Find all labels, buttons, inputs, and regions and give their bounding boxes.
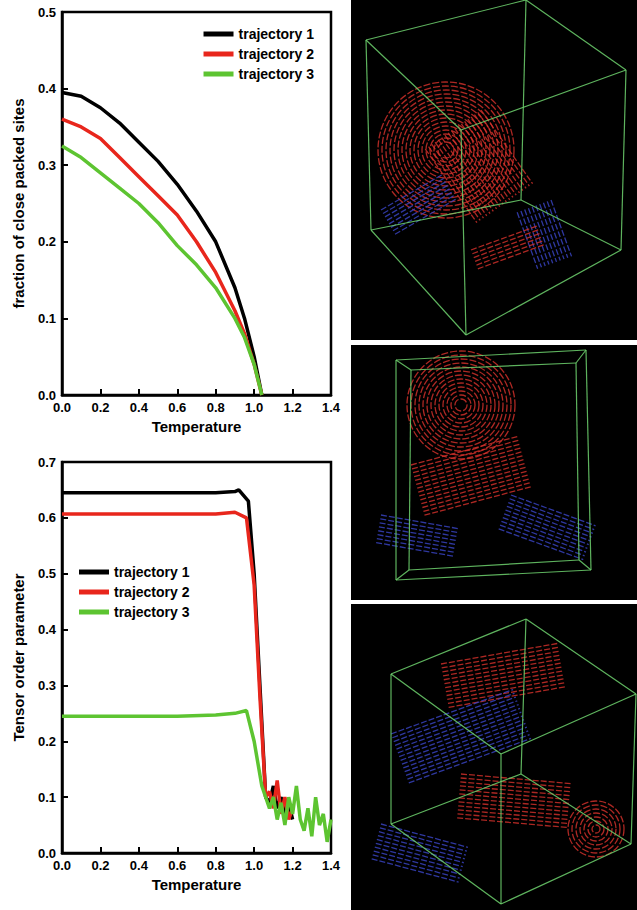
svg-text:0.4: 0.4 — [130, 858, 149, 873]
svg-text:0.0: 0.0 — [37, 387, 56, 403]
svg-text:0.6: 0.6 — [168, 858, 186, 873]
svg-text:0.6: 0.6 — [168, 400, 186, 415]
svg-text:fraction of close packed sites: fraction of close packed sites — [10, 98, 27, 308]
svg-text:1.2: 1.2 — [284, 400, 302, 415]
svg-text:trajectory 2: trajectory 2 — [114, 584, 190, 600]
svg-text:trajectory 1: trajectory 1 — [239, 26, 315, 42]
svg-text:0.7: 0.7 — [38, 455, 56, 470]
svg-text:1.0: 1.0 — [245, 400, 263, 415]
svg-text:trajectory 1: trajectory 1 — [114, 564, 190, 580]
svg-text:0.1: 0.1 — [38, 790, 56, 805]
svg-text:0.5: 0.5 — [38, 566, 56, 581]
svg-text:Temperature: Temperature — [152, 876, 242, 893]
svg-text:0.3: 0.3 — [38, 158, 56, 173]
svg-text:0.4: 0.4 — [38, 622, 57, 637]
svg-text:0.8: 0.8 — [207, 858, 225, 873]
svg-text:trajectory 2: trajectory 2 — [239, 46, 315, 62]
svg-text:Tensor order parameter: Tensor order parameter — [10, 573, 27, 741]
svg-text:0.3: 0.3 — [38, 678, 56, 693]
svg-text:trajectory 3: trajectory 3 — [114, 604, 190, 620]
svg-text:0.6: 0.6 — [38, 510, 56, 525]
svg-text:0.0: 0.0 — [53, 858, 71, 873]
svg-text:0.0: 0.0 — [37, 845, 56, 861]
svg-text:0.1: 0.1 — [38, 311, 56, 326]
svg-text:1.2: 1.2 — [284, 858, 302, 873]
svg-text:0.2: 0.2 — [91, 400, 109, 415]
svg-text:0.0: 0.0 — [53, 400, 71, 415]
svg-text:0.2: 0.2 — [91, 858, 109, 873]
svg-text:Temperature: Temperature — [152, 418, 242, 435]
svg-text:trajectory 3: trajectory 3 — [239, 66, 315, 82]
svg-text:0.5: 0.5 — [38, 5, 56, 20]
svg-text:0.4: 0.4 — [38, 81, 57, 96]
svg-text:1.4: 1.4 — [322, 400, 341, 415]
svg-text:0.2: 0.2 — [38, 234, 56, 249]
svg-text:0.8: 0.8 — [207, 400, 225, 415]
svg-text:0.2: 0.2 — [38, 734, 56, 749]
svg-text:1.4: 1.4 — [322, 858, 341, 873]
svg-text:0.4: 0.4 — [130, 400, 149, 415]
svg-text:1.0: 1.0 — [245, 858, 263, 873]
